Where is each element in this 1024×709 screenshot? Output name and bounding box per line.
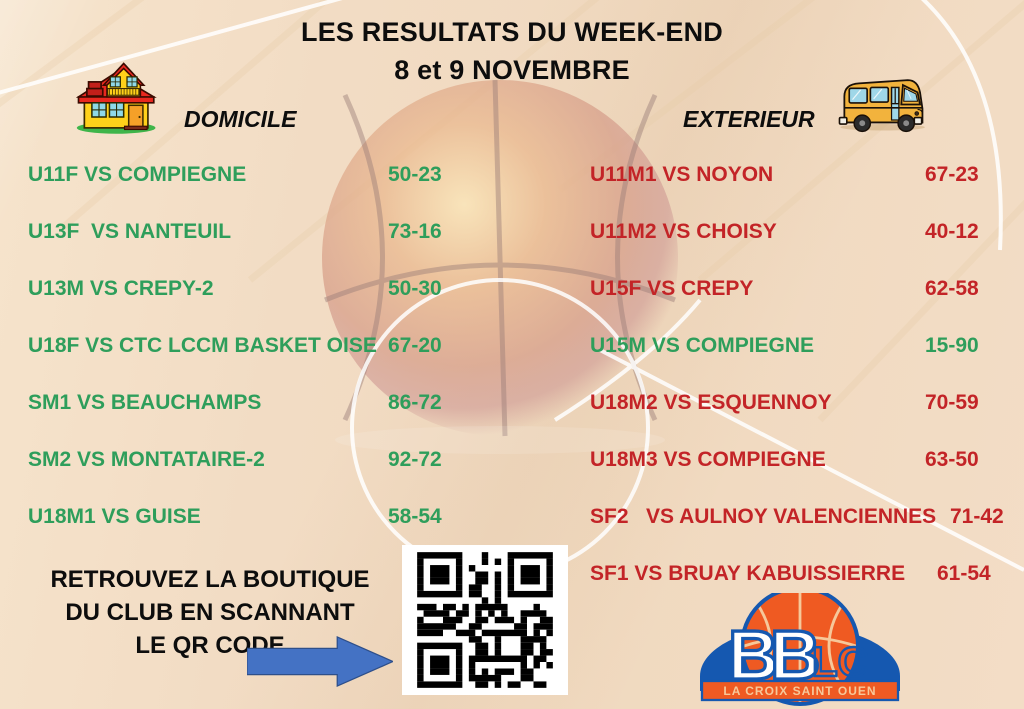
svg-text:LC: LC bbox=[812, 638, 868, 685]
